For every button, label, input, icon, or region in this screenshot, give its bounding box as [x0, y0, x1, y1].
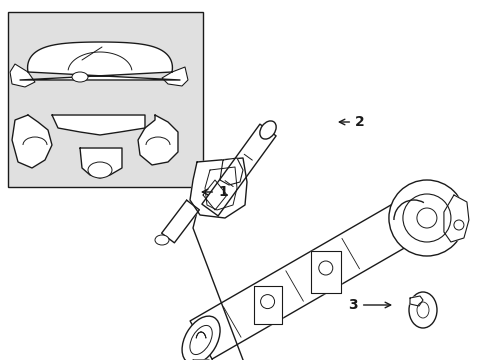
Ellipse shape: [416, 302, 428, 318]
Ellipse shape: [189, 325, 212, 355]
Ellipse shape: [88, 162, 112, 178]
Ellipse shape: [453, 220, 463, 230]
Polygon shape: [20, 42, 180, 80]
Polygon shape: [138, 115, 178, 165]
Polygon shape: [253, 287, 281, 324]
Ellipse shape: [318, 261, 332, 275]
Ellipse shape: [259, 121, 276, 139]
Polygon shape: [190, 158, 246, 218]
Text: 1: 1: [202, 185, 227, 199]
Ellipse shape: [182, 316, 220, 360]
Polygon shape: [443, 195, 468, 242]
Polygon shape: [204, 167, 237, 210]
Ellipse shape: [72, 72, 88, 82]
Polygon shape: [162, 67, 187, 86]
Polygon shape: [162, 200, 199, 243]
FancyBboxPatch shape: [8, 12, 203, 187]
Polygon shape: [10, 64, 35, 87]
Polygon shape: [80, 148, 122, 178]
Ellipse shape: [408, 292, 436, 328]
Text: 3: 3: [347, 298, 390, 312]
Ellipse shape: [260, 294, 274, 309]
Polygon shape: [220, 158, 243, 185]
Ellipse shape: [388, 180, 464, 256]
Ellipse shape: [416, 208, 436, 228]
Polygon shape: [52, 115, 145, 135]
Polygon shape: [12, 115, 52, 168]
Polygon shape: [202, 124, 276, 216]
Polygon shape: [203, 180, 226, 210]
Ellipse shape: [402, 194, 450, 242]
Polygon shape: [310, 251, 340, 293]
Polygon shape: [409, 296, 422, 306]
Text: 2: 2: [339, 115, 364, 129]
Polygon shape: [190, 201, 419, 359]
Ellipse shape: [155, 235, 169, 245]
